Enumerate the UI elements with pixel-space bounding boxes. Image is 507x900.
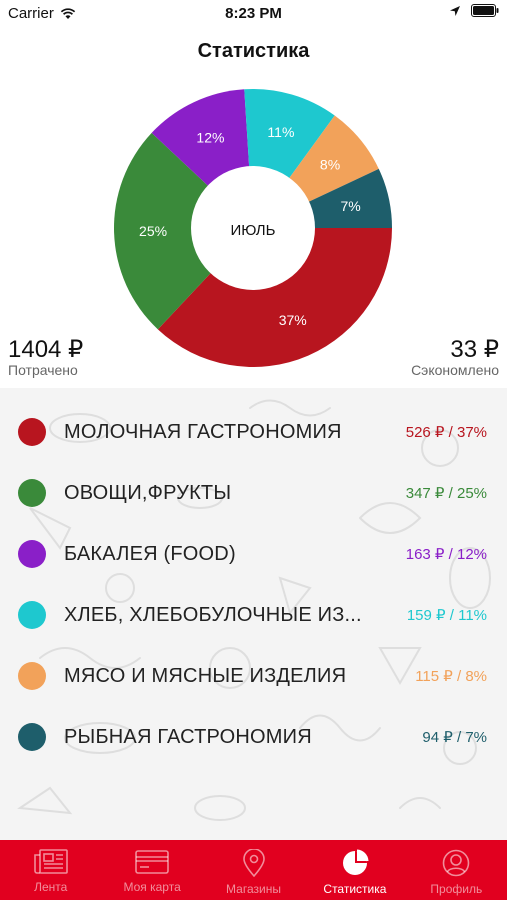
- food-doodle-background: [17, 399, 491, 821]
- category-name: МОЛОЧНАЯ ГАСТРОНОМИЯ: [64, 420, 342, 443]
- category-row[interactable]: ОВОЩИ,ФРУКТЫ 347 ₽ / 25%: [0, 463, 507, 523]
- tab-label: Статистика: [323, 882, 387, 896]
- category-color-dot: [18, 540, 46, 568]
- tab-label: Магазины: [226, 882, 281, 896]
- status-time: 8:23 PM: [225, 5, 282, 22]
- category-name: РЫБНАЯ ГАСТРОНОМИЯ: [64, 725, 312, 748]
- category-value: 347 ₽ / 25%: [405, 485, 487, 502]
- pie-slice-label: 7%: [340, 198, 360, 214]
- pie-chart-icon: [342, 849, 369, 875]
- category-value: 159 ₽ / 11%: [406, 607, 487, 624]
- category-value: 526 ₽ / 37%: [405, 424, 487, 441]
- category-row[interactable]: ХЛЕБ, ХЛЕБОБУЛОЧНЫЕ ИЗ... 159 ₽ / 11%: [0, 585, 507, 645]
- category-name: ХЛЕБ, ХЛЕБОБУЛОЧНЫЕ ИЗ...: [64, 603, 362, 626]
- saved-value: 33 ₽: [450, 336, 499, 363]
- chart-center-label: ИЮЛЬ: [231, 222, 276, 239]
- category-row[interactable]: БАКАЛЕЯ (FOOD) 163 ₽ / 12%: [0, 524, 507, 584]
- profile-icon: [443, 849, 470, 877]
- tab-label: Профиль: [430, 882, 483, 896]
- category-value: 163 ₽ / 12%: [405, 546, 487, 563]
- pie-slice-label: 11%: [267, 124, 294, 140]
- donut-chart: 37% 25% 12% 11% 8% 7% ИЮЛЬ: [0, 85, 507, 375]
- pie-slice-label: 25%: [139, 223, 167, 239]
- carrier-label: Carrier: [8, 5, 54, 22]
- tab-bar: Лента Моя карта Магазины Статистика: [0, 840, 507, 900]
- category-row[interactable]: МОЛОЧНАЯ ГАСТРОНОМИЯ 526 ₽ / 37%: [0, 402, 507, 462]
- category-list: МОЛОЧНАЯ ГАСТРОНОМИЯ 526 ₽ / 37% ОВОЩИ,ФРУ…: [0, 388, 507, 840]
- tab-statistics[interactable]: Статистика: [304, 840, 405, 900]
- donut-chart-svg: 37% 25% 12% 11% 8% 7% ИЮЛЬ: [113, 89, 393, 368]
- pie-slice-label: 8%: [320, 156, 340, 172]
- location-pin-icon: [242, 849, 265, 877]
- tab-label: Лента: [34, 880, 68, 894]
- tab-label: Моя карта: [123, 880, 181, 894]
- card-icon: [135, 850, 169, 874]
- page-title: Статистика: [197, 40, 310, 62]
- category-value: 115 ₽ / 8%: [415, 668, 487, 685]
- location-arrow-icon: [450, 5, 460, 16]
- wifi-icon: [60, 7, 76, 19]
- category-color-dot: [18, 662, 46, 690]
- category-row[interactable]: МЯСО И МЯСНЫЕ ИЗДЕЛИЯ 115 ₽ / 8%: [0, 646, 507, 706]
- category-color-dot: [18, 601, 46, 629]
- pie-slice-label: 12%: [196, 130, 224, 146]
- spent-label: Потрачено: [8, 362, 78, 378]
- category-name: БАКАЛЕЯ (FOOD): [64, 542, 236, 565]
- tab-my-card[interactable]: Моя карта: [101, 840, 202, 900]
- spent-value: 1404 ₽: [8, 336, 84, 363]
- category-value: 94 ₽ / 7%: [422, 729, 487, 746]
- pie-slice: [113, 132, 253, 330]
- category-row[interactable]: РЫБНАЯ ГАСТРОНОМИЯ 94 ₽ / 7%: [0, 707, 507, 767]
- pie-slice-label: 37%: [279, 312, 307, 328]
- tab-stores[interactable]: Магазины: [203, 840, 304, 900]
- pie-slice: [157, 228, 393, 368]
- battery-icon: [471, 4, 499, 17]
- category-color-dot: [18, 418, 46, 446]
- tab-feed[interactable]: Лента: [0, 840, 101, 900]
- newspaper-icon: [33, 849, 68, 874]
- tab-profile[interactable]: Профиль: [406, 840, 507, 900]
- category-name: МЯСО И МЯСНЫЕ ИЗДЕЛИЯ: [64, 664, 347, 687]
- status-bar: Carrier 8:23 PM: [0, 0, 507, 28]
- saved-label: Сэкономлено: [411, 362, 499, 378]
- category-color-dot: [18, 723, 46, 751]
- category-color-dot: [18, 479, 46, 507]
- donut-hole: [191, 166, 315, 290]
- category-name: ОВОЩИ,ФРУКТЫ: [64, 481, 232, 504]
